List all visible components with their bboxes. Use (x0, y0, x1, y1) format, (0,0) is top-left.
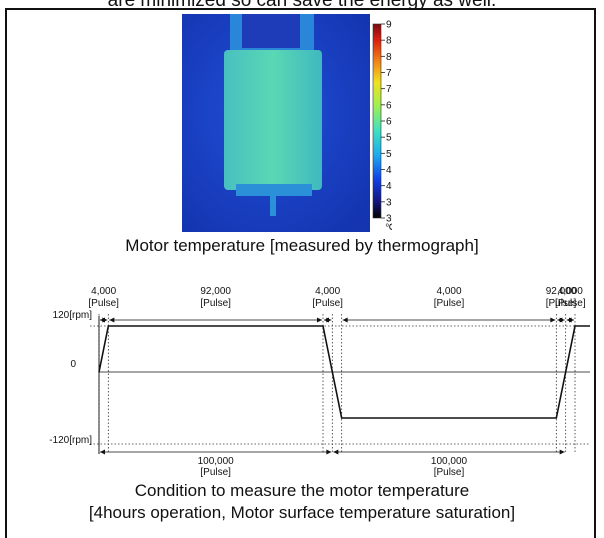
scale-tick-label: 65 (386, 100, 392, 111)
y-tick-label: -120[rpm] (49, 435, 92, 446)
top-interval-arrow-head (109, 317, 115, 323)
figure-frame (5, 8, 596, 538)
scale-tick-label: 75 (386, 68, 392, 79)
top-interval-value: 4,000 (558, 286, 583, 297)
scale-tick-label: 80 (386, 52, 392, 63)
thermograph-image: 90 85 80 75 70 65 60 55 50 45 40 35 30℃ (182, 14, 392, 232)
speed-profile-line (98, 325, 590, 419)
intro-text: are minimized so can save the energy as … (107, 0, 497, 11)
motor-body (224, 50, 322, 190)
scale-tick-label: 50 (386, 149, 392, 160)
scale-tick-label: 90 (386, 20, 392, 31)
y-tick-label: 0 (70, 359, 76, 370)
top-interval-value: 4,000 (91, 286, 116, 297)
top-interval-value: 92,000 (546, 286, 577, 297)
scale-tick-label: 45 (386, 165, 392, 176)
top-interval-value: 92,000 (200, 286, 231, 297)
top-interval-arrow-head (326, 317, 332, 323)
scale-tick-label: 70 (386, 84, 392, 95)
scale-tick-label: 60 (386, 117, 392, 128)
top-interval-arrow-head (342, 317, 348, 323)
top-interval-arrow-head (550, 317, 556, 323)
top-interval-arrow-head (102, 317, 108, 323)
motor-base (236, 184, 312, 196)
top-interval-arrow-head (317, 317, 322, 323)
top-interval-unit: [Pulse] (555, 298, 586, 309)
caption-thermograph: Motor temperature [measured by thermogra… (125, 236, 479, 255)
scale-unit-label: ℃ (385, 222, 392, 232)
bottom-interval-value: 100,000 (431, 456, 468, 467)
bottom-interval-arrow-head (559, 449, 565, 455)
bottom-interval-unit: [Pulse] (200, 467, 231, 478)
temperature-scale-ticks: 90 85 80 75 70 65 60 55 50 45 40 35 30℃ (381, 20, 392, 232)
top-interval-unit: [Pulse] (312, 298, 343, 309)
top-interval-arrow-head (569, 317, 574, 323)
bottom-interval-arrow-head (100, 449, 105, 455)
top-interval-arrow-head (559, 317, 565, 323)
caption-operation: [4hours operation, Motor surface tempera… (88, 503, 516, 522)
scale-tick-label: 55 (386, 133, 392, 144)
scale-tick-label: 30 (386, 214, 392, 225)
top-interval-unit: [Pulse] (546, 298, 577, 309)
top-interval-unit: [Pulse] (88, 298, 119, 309)
caption-condition: Condition to measure the motor temperatu… (134, 481, 470, 500)
y-tick-label: 120[rpm] (53, 310, 93, 321)
bottom-interval-value: 100,000 (198, 456, 235, 467)
temperature-scale-bar (373, 24, 381, 218)
scale-tick-label: 40 (386, 181, 392, 192)
scale-tick-label: 35 (386, 197, 392, 208)
top-interval-value: 4,000 (436, 286, 461, 297)
top-interval-value: 4,000 (315, 286, 340, 297)
top-interval-unit: [Pulse] (434, 298, 465, 309)
scale-tick-label: 85 (386, 36, 392, 47)
speed-profile-chart: 120[rpm]0-120[rpm]4,000[Pulse]92,000[Pul… (49, 286, 590, 478)
bottom-interval-arrow-head (326, 449, 332, 455)
motor-leg (270, 194, 276, 216)
bottom-interval-arrow-head (333, 449, 339, 455)
top-interval-unit: [Pulse] (200, 298, 231, 309)
bottom-interval-unit: [Pulse] (434, 467, 465, 478)
